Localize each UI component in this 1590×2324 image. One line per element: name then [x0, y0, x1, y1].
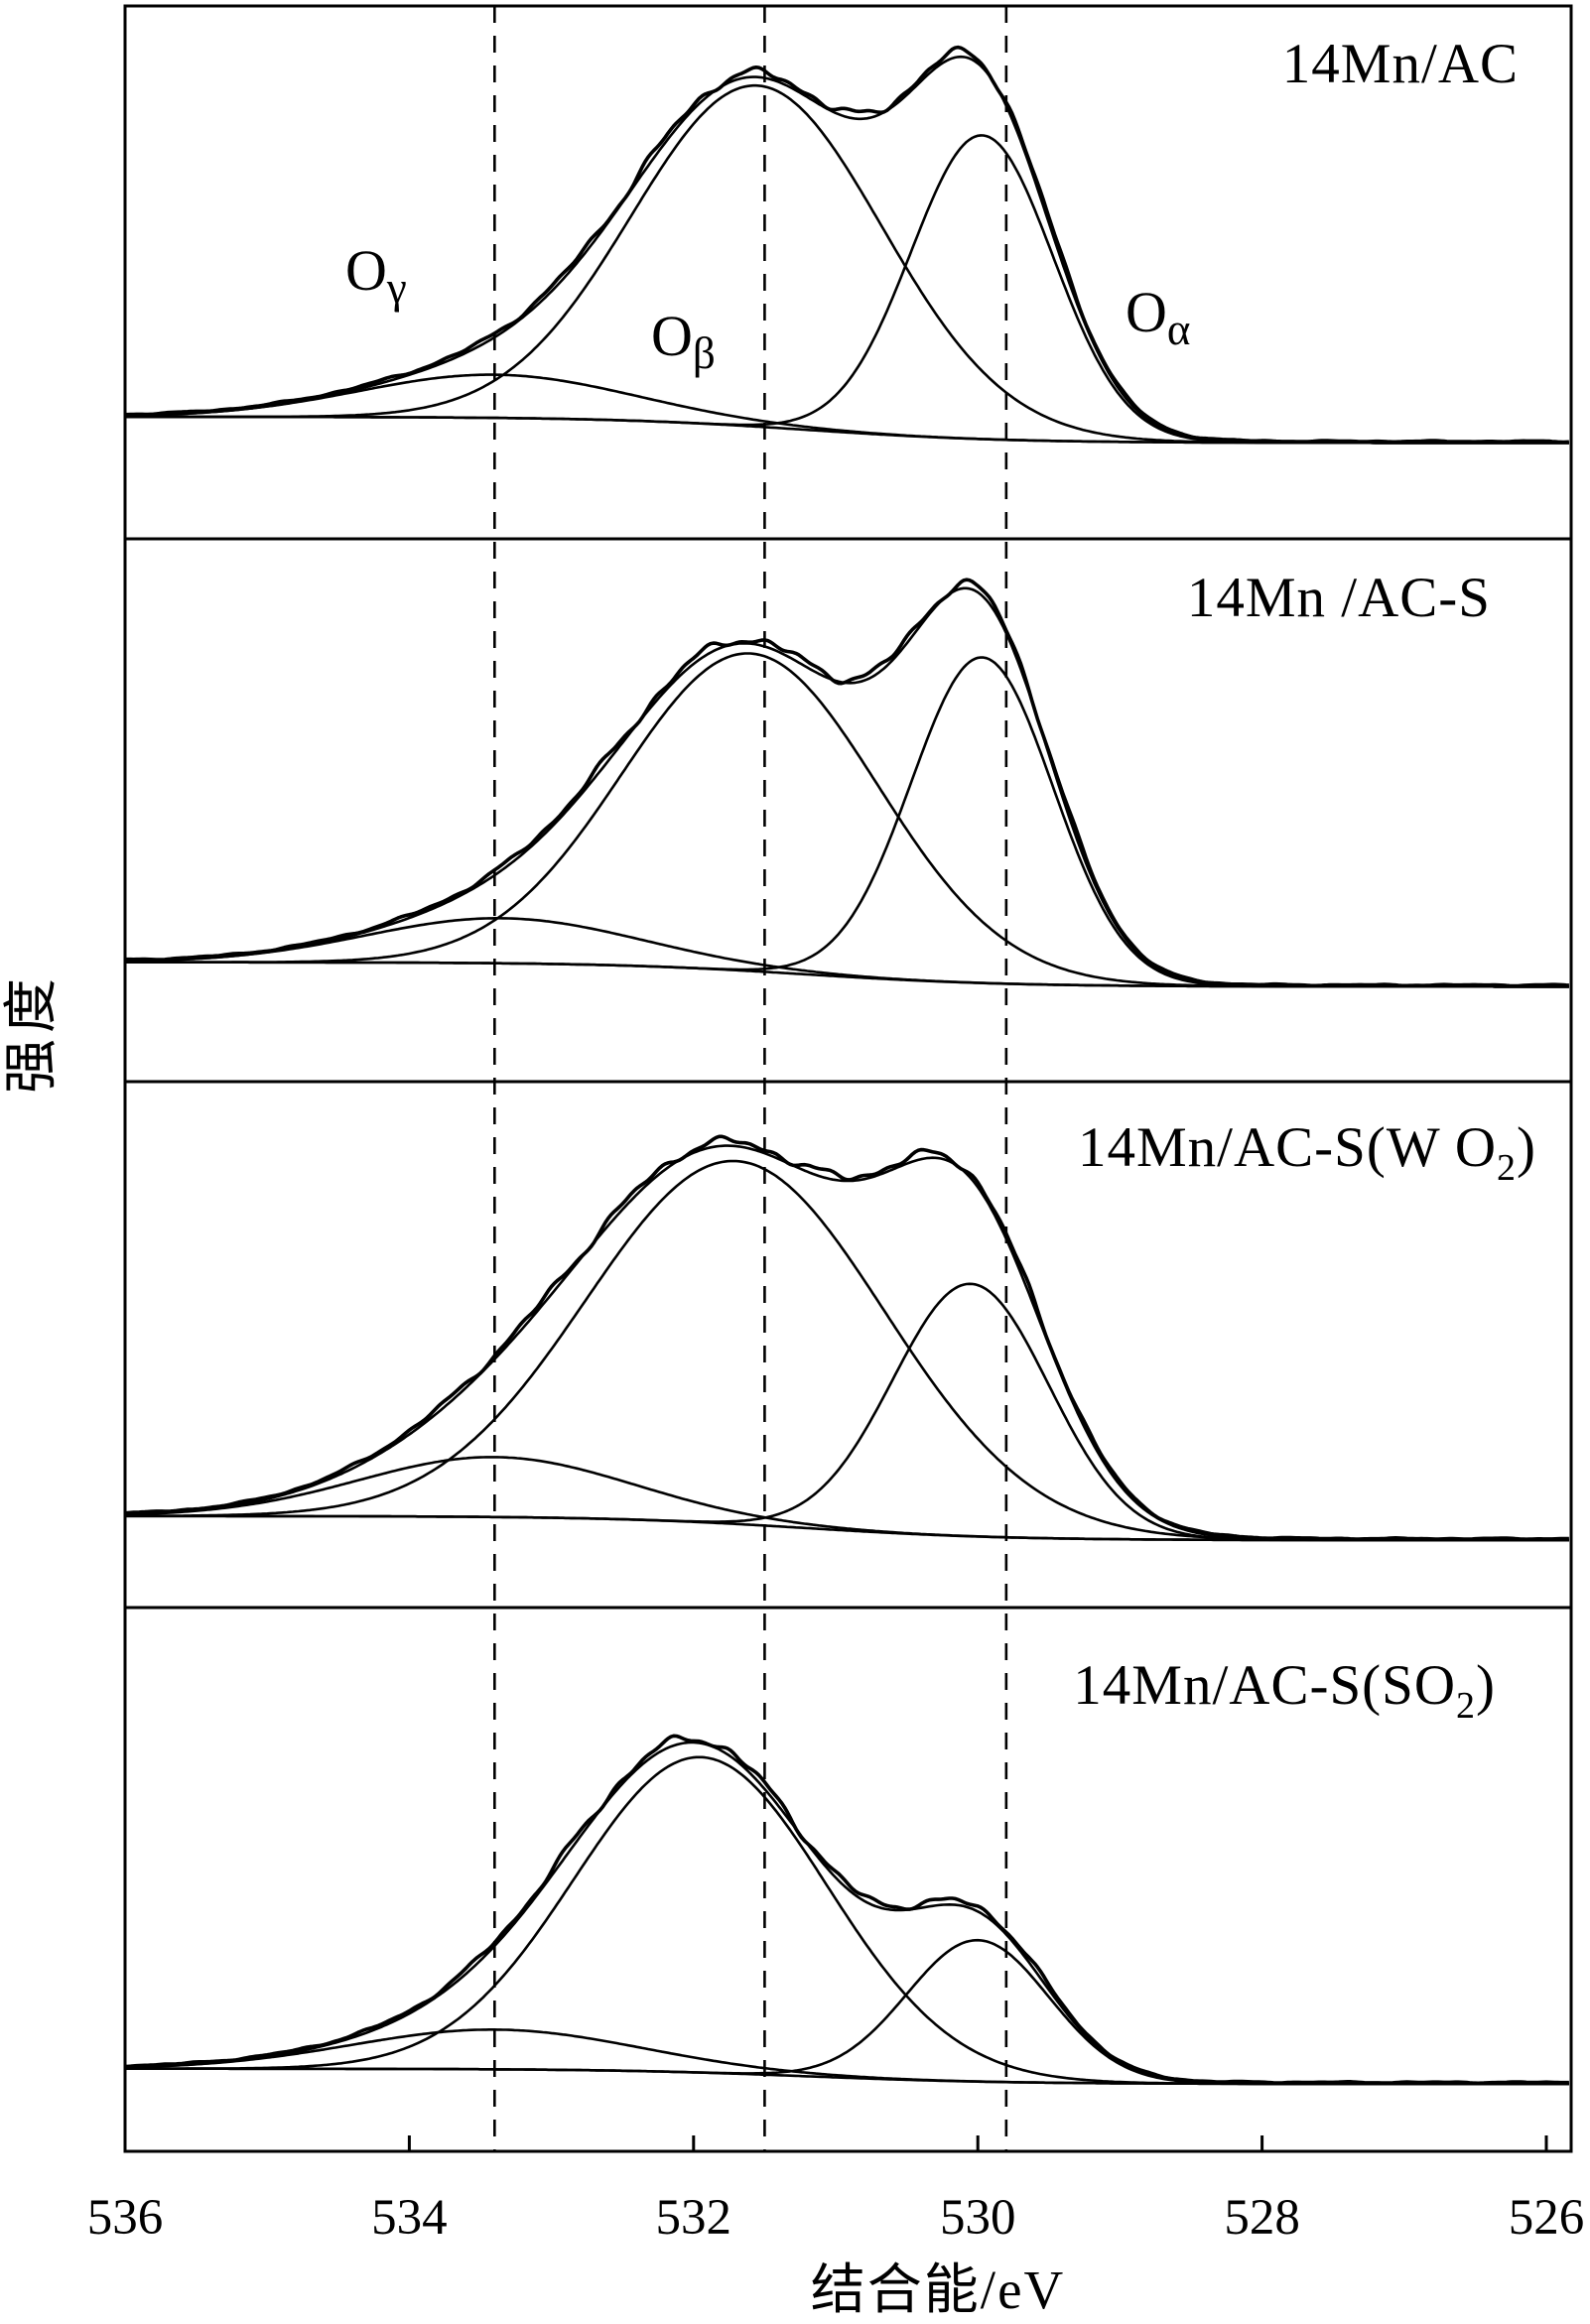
x-tick-label-536: 536	[86, 2190, 164, 2246]
panel-3-raw-spectrum	[124, 1134, 1569, 1541]
panel-4-frame	[123, 1606, 1573, 2153]
panel-3-label-text: 14Mn/AC-S(W O	[1077, 1116, 1498, 1179]
x-tick-label-530: 530	[939, 2190, 1016, 2246]
panel-3-component-O_beta	[125, 1159, 1569, 1542]
panel-4-label: 14Mn/AC-S(SO2)	[1073, 1654, 1496, 1728]
x-tick-label-532: 532	[655, 2190, 732, 2246]
panel-1-fit-envelope	[125, 55, 1569, 445]
x-axis-title: 结合能/eV	[810, 2259, 1066, 2320]
panel-4-label-text: 14Mn/AC-S(SO	[1073, 1654, 1457, 1717]
panel-4-raw-spectrum	[124, 1734, 1569, 2086]
o-alpha-main: O	[1126, 280, 1167, 344]
panel-3-label-sub: 2	[1497, 1147, 1518, 1189]
x-tick-label-534: 534	[371, 2190, 448, 2246]
panel-1-label: 14Mn/AC	[1281, 33, 1519, 106]
o-gamma-main: O	[345, 238, 387, 303]
panel-3-label-suffix: )	[1517, 1116, 1536, 1179]
panel-3-component-O_alpha	[125, 1282, 1569, 1542]
panel-2-fit-envelope	[124, 586, 1569, 988]
panel-3-fit-envelope	[124, 1144, 1569, 1542]
panel-1-component-O_alpha	[125, 134, 1569, 445]
x-tick-label-528: 528	[1224, 2190, 1300, 2246]
x-tick-label-526: 526	[1508, 2190, 1585, 2246]
o-alpha-annotation: Oα	[1126, 284, 1190, 352]
panel-4-label-suffix: )	[1476, 1654, 1496, 1717]
panel-3-label: 14Mn/AC-S(W O2)	[1077, 1116, 1536, 1190]
o-beta-sub: β	[692, 328, 716, 378]
panel-2-component-O_gamma	[124, 917, 1569, 988]
panel-1-raw-spectrum	[125, 45, 1569, 445]
o-beta-annotation: Oβ	[651, 308, 716, 376]
panel-1-label-text: 14Mn/AC	[1281, 33, 1519, 95]
o-gamma-sub: γ	[386, 263, 407, 313]
panel-2-raw-spectrum	[125, 578, 1569, 988]
panel-2-label-text: 14Mn /AC-S	[1186, 567, 1491, 629]
panel-4-label-sub: 2	[1456, 1685, 1477, 1727]
y-axis-title: 强度	[1, 972, 62, 1095]
panel-4-component-O_beta	[125, 1755, 1569, 2086]
o-gamma-annotation: Oγ	[345, 242, 407, 311]
o-alpha-sub: α	[1166, 305, 1191, 354]
panel-2-label: 14Mn /AC-S	[1186, 567, 1491, 640]
o-beta-main: O	[651, 304, 693, 368]
panel-4-fit-envelope	[125, 1741, 1569, 2086]
